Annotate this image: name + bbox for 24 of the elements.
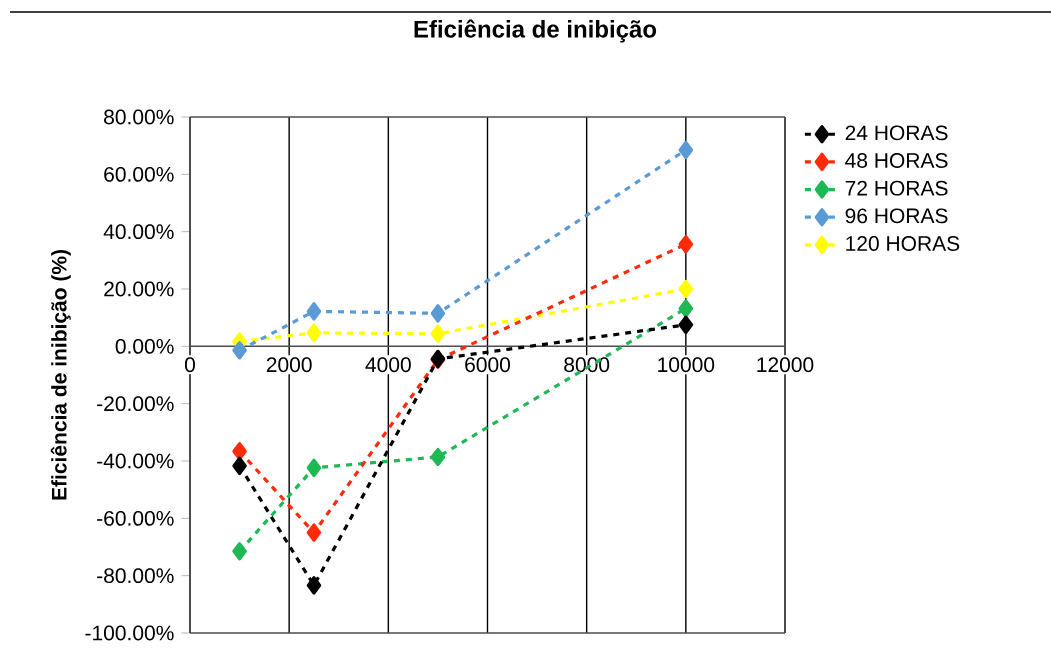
y-tick-label: 20.00% — [104, 281, 174, 297]
y-tick-label: -100.00% — [85, 625, 174, 641]
x-tick-label: 10000 — [658, 357, 715, 373]
y-tick-label: 0.00% — [115, 338, 174, 354]
legend-label: 72 HORAS — [845, 180, 948, 196]
y-tick-label: -80.00% — [97, 568, 174, 584]
legend-label: 120 HORAS — [846, 236, 960, 251]
x-tick-label: 4000 — [365, 357, 411, 373]
y-tick-label: -20.00% — [97, 396, 174, 412]
y-tick-label: 40.00% — [103, 224, 174, 240]
legend-label: 24 HORAS — [845, 125, 948, 141]
legend-label: 96 HORAS — [845, 208, 948, 224]
x-tick-label: 0 — [184, 357, 196, 373]
y-tick-label: -40.00% — [97, 453, 174, 469]
y-axis-title: Eficiência de inibição (%) — [50, 250, 71, 500]
x-tick-label: 12000 — [757, 357, 814, 373]
chart-title: Eficiência de inibição — [414, 19, 657, 43]
y-tick-label: 80.00% — [104, 109, 174, 125]
x-tick-label: 2000 — [266, 357, 312, 373]
y-tick-label: -60.00% — [97, 510, 174, 526]
y-tick-label: 60.00% — [104, 166, 174, 182]
x-tick-label: 8000 — [564, 357, 610, 373]
legend-label: 48 HORAS — [845, 153, 948, 168]
x-tick-label: 6000 — [465, 357, 511, 373]
